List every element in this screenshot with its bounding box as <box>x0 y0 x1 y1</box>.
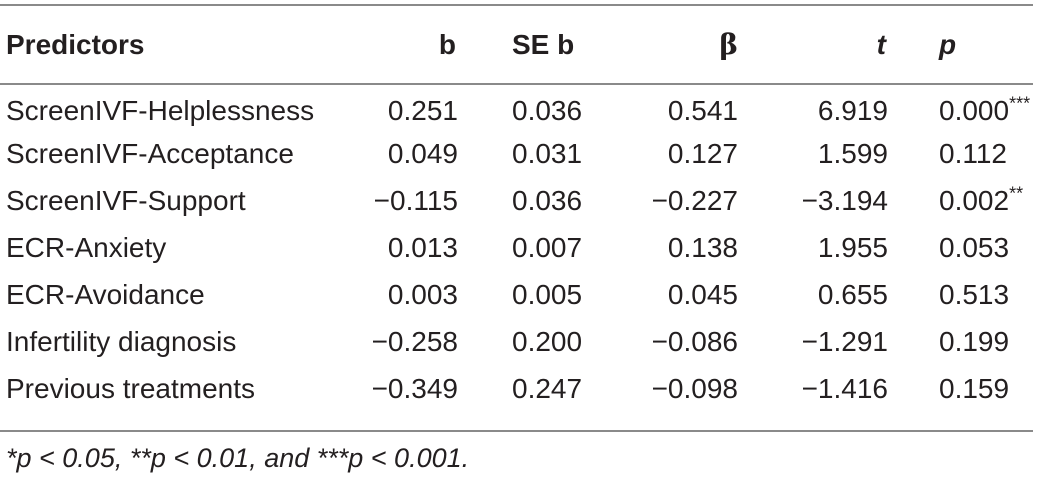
cell-se-b: 0.036 <box>512 184 583 216</box>
cell-p: 0.053 <box>890 224 1033 271</box>
cell-beta: 0.127 <box>667 137 738 169</box>
cell-predictor: ScreenIVF-Acceptance <box>6 137 294 169</box>
cell-se-b: 0.036 <box>512 94 583 126</box>
table-header-rule <box>0 83 1033 85</box>
table-top-rule <box>0 4 1033 6</box>
table-row: Infertility diagnosis −0.258 0.200 −0.08… <box>0 318 1033 365</box>
cell-t: −1.416 <box>801 372 888 404</box>
cell-b: −0.349 <box>371 372 458 404</box>
cell-p: 0.513 <box>890 271 1033 318</box>
cell-b: 0.013 <box>387 231 458 263</box>
cell-t: −3.194 <box>801 184 888 216</box>
cell-t: 6.919 <box>817 94 888 126</box>
cell-se-b: 0.005 <box>512 278 583 310</box>
regression-table: Predictors b SE b β t p ScreenIVF-Helple… <box>0 6 1033 412</box>
header-b: b <box>438 28 456 60</box>
cell-p: 0.199 <box>890 318 1033 365</box>
table-footnote: *p < 0.05, **p < 0.01, and ***p < 0.001. <box>6 443 470 473</box>
cell-beta: −0.086 <box>651 325 738 357</box>
cell-predictor: ScreenIVF-Support <box>6 184 246 216</box>
p-value: 0.000 <box>939 94 1010 126</box>
cell-beta: 0.138 <box>667 231 738 263</box>
table-bottom-rule <box>0 430 1033 432</box>
p-value: 0.159 <box>939 372 1010 404</box>
table-row: ScreenIVF-Support −0.115 0.036 −0.227 −3… <box>0 177 1033 224</box>
table-row: Previous treatments −0.349 0.247 −0.098 … <box>0 365 1033 412</box>
cell-se-b: 0.031 <box>512 137 583 169</box>
header-p: p <box>939 28 957 60</box>
cell-se-b: 0.007 <box>512 231 583 263</box>
cell-t: −1.291 <box>801 325 888 357</box>
table-body: ScreenIVF-Helplessness 0.251 0.036 0.541… <box>0 83 1033 412</box>
cell-p: 0.112 <box>890 130 1033 177</box>
cell-t: 1.955 <box>817 231 888 263</box>
significance-marker: *** <box>1009 93 1031 114</box>
p-value: 0.513 <box>939 278 1010 310</box>
significance-marker: ** <box>1009 183 1024 204</box>
cell-beta: −0.227 <box>651 184 738 216</box>
header-beta: β <box>719 28 738 61</box>
cell-b: −0.258 <box>371 325 458 357</box>
table-row: ECR-Avoidance 0.003 0.005 0.045 0.655 0.… <box>0 271 1033 318</box>
cell-predictor: Infertility diagnosis <box>6 325 237 357</box>
cell-p: 0.002** <box>890 177 1033 224</box>
header-row: Predictors b SE b β t p <box>0 6 1033 83</box>
cell-b: 0.003 <box>387 278 458 310</box>
header-predictors: Predictors <box>6 28 145 60</box>
cell-beta: −0.098 <box>651 372 738 404</box>
cell-se-b: 0.247 <box>512 372 583 404</box>
cell-t: 1.599 <box>817 137 888 169</box>
p-value: 0.053 <box>939 231 1010 263</box>
cell-b: 0.049 <box>387 137 458 169</box>
cell-se-b: 0.200 <box>512 325 583 357</box>
p-value: 0.112 <box>939 137 1007 169</box>
cell-p: 0.159 <box>890 365 1033 412</box>
table-row: ScreenIVF-Acceptance 0.049 0.031 0.127 1… <box>0 130 1033 177</box>
cell-t: 0.655 <box>817 278 888 310</box>
table-row: ScreenIVF-Helplessness 0.251 0.036 0.541… <box>0 83 1033 130</box>
table-header: Predictors b SE b β t p <box>0 6 1033 83</box>
cell-predictor: Previous treatments <box>6 372 255 404</box>
cell-beta: 0.045 <box>667 278 738 310</box>
table-row: ECR-Anxiety 0.013 0.007 0.138 1.955 0.05… <box>0 224 1033 271</box>
cell-b: −0.115 <box>373 184 458 216</box>
cell-p: 0.000*** <box>890 83 1033 130</box>
header-t: t <box>876 28 886 60</box>
p-value: 0.002 <box>939 184 1010 216</box>
cell-beta: 0.541 <box>667 94 738 126</box>
cell-predictor: ECR-Anxiety <box>6 231 167 263</box>
p-value: 0.199 <box>939 325 1010 357</box>
header-se-b: SE b <box>512 28 575 60</box>
cell-b: 0.251 <box>387 94 458 126</box>
cell-predictor: ScreenIVF-Helplessness <box>6 94 315 126</box>
cell-predictor: ECR-Avoidance <box>6 278 205 310</box>
